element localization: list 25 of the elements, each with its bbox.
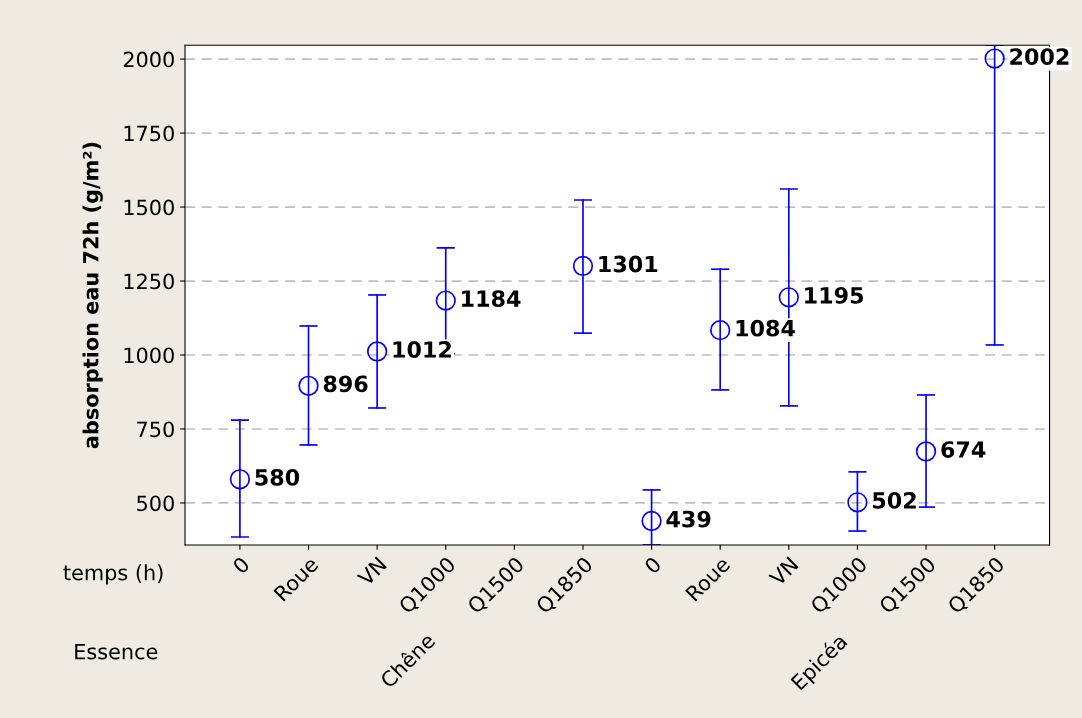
data-label: 1012 (393, 341, 451, 358)
y-tick-label: 2000 (123, 51, 174, 68)
data-label: 896 (323, 375, 368, 393)
y-tick-label: 1250 (124, 273, 174, 290)
x-tick-label: 0 (231, 555, 251, 575)
data-label: 1084 (736, 319, 795, 337)
x-tick-label: VN (768, 556, 799, 587)
y-tick-label: 750 (137, 421, 174, 438)
data-label: 439 (666, 510, 711, 528)
data-label: 2002 (1010, 48, 1069, 65)
data-label: 1301 (599, 255, 658, 273)
data-label: 674 (941, 441, 986, 458)
y-tick-label: 500 (137, 495, 174, 512)
text: temps (h) (63, 564, 163, 585)
y-axis-title: absorption eau 72h (g/m²) (82, 142, 103, 449)
data-label: 1195 (805, 286, 863, 304)
x-tick-label: VN (356, 556, 387, 587)
x-tick-label: 0 (643, 555, 663, 575)
text: Essence (75, 643, 158, 660)
y-tick-label: 1000 (124, 347, 174, 364)
y-tick-label: 1500 (124, 199, 174, 216)
data-label: 502 (873, 492, 916, 509)
data-label: 1184 (462, 290, 521, 308)
y-tick-label: 1750 (124, 125, 174, 142)
data-label: 580 (255, 468, 300, 486)
